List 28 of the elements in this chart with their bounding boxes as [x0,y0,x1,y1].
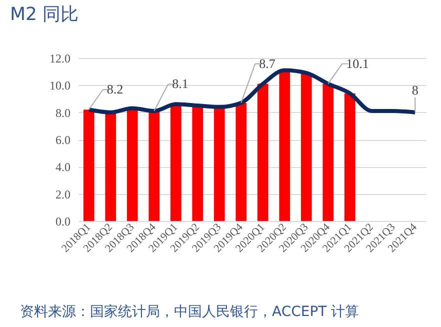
annotation: 10.1 [346,56,369,71]
bar [170,104,182,221]
y-tick-label: 4.0 [56,160,70,174]
text: 资料来源：国家统计局，中国人民银行，ACCEPT 计算 [20,304,360,320]
bar [344,93,356,221]
bar [322,84,334,221]
bar [300,72,312,221]
annotation: 8 [412,82,418,98]
bar [192,106,204,221]
annotation: 8.1 [172,76,188,92]
bar [126,108,138,221]
y-tick-label: 10.0 [50,78,70,93]
chart-title: M2 同比 [10,4,79,25]
line-series [86,68,418,114]
annotation: 8.7 [259,56,276,71]
bar [105,112,116,221]
y-tick-label: 2.0 [56,187,70,202]
bar [148,110,160,221]
y-tick-label: 6.0 [56,133,70,147]
bar [214,106,225,221]
bar [279,70,290,221]
bar [236,102,247,221]
bar [83,110,94,221]
y-tick-label: 12.0 [50,52,70,66]
y-tick-label: 8.0 [56,106,70,120]
y-tick-label: 0.0 [56,214,70,228]
annotation: 8.2 [106,82,124,97]
bar [257,84,268,221]
